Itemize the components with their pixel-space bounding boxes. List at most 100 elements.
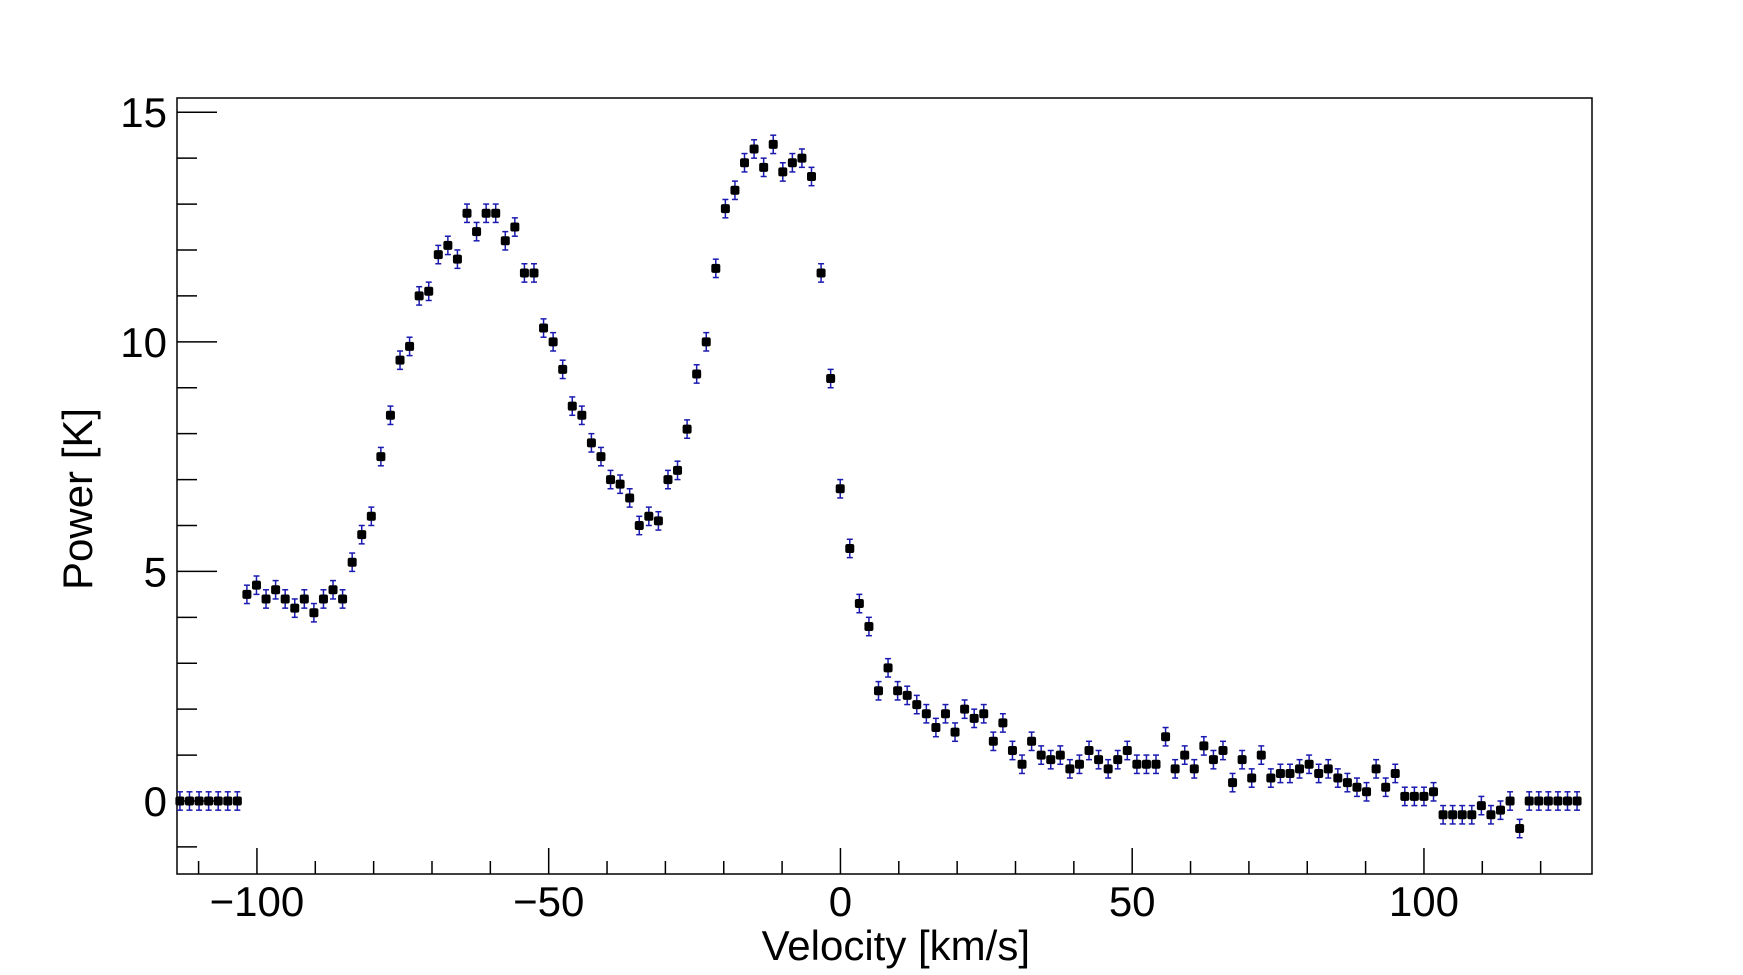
data-point: [194, 796, 204, 806]
data-point: [864, 622, 874, 632]
data-point: [1113, 755, 1123, 765]
data-point: [998, 718, 1008, 728]
data-point: [414, 291, 424, 301]
data-point: [730, 185, 740, 195]
data-point: [385, 410, 395, 420]
x-tick-label: 50: [1109, 878, 1156, 925]
data-point: [1515, 824, 1525, 834]
data-point: [175, 796, 185, 806]
data-point: [1381, 782, 1391, 792]
data-point: [1208, 755, 1218, 765]
data-point: [634, 520, 644, 530]
data-point: [1285, 768, 1295, 778]
data-point: [1323, 764, 1333, 774]
data-point: [873, 686, 883, 696]
data-point: [472, 227, 482, 237]
data-point: [443, 240, 453, 250]
data-point: [376, 452, 386, 462]
data-point: [701, 337, 711, 347]
data-point: [290, 603, 300, 613]
data-point: [1046, 755, 1056, 765]
data-point: [1094, 755, 1104, 765]
data-point: [1457, 810, 1467, 820]
data-point: [1429, 787, 1439, 797]
data-point: [682, 424, 692, 434]
data-point: [902, 690, 912, 700]
data-point: [663, 475, 673, 485]
data-point: [309, 608, 319, 618]
data-point: [1228, 778, 1238, 788]
data-point: [912, 700, 922, 710]
data-point: [539, 323, 549, 333]
data-point: [1390, 768, 1400, 778]
data-point: [778, 167, 788, 177]
y-tick-label: 0: [144, 778, 167, 825]
data-point: [950, 727, 960, 737]
data-point: [1132, 759, 1142, 769]
data-point: [261, 594, 271, 604]
data-point: [921, 709, 931, 719]
data-point: [749, 144, 759, 154]
data-point: [558, 364, 568, 374]
data-point: [807, 172, 817, 182]
data-point: [1237, 755, 1247, 765]
data-point: [548, 337, 558, 347]
data-point: [1314, 768, 1324, 778]
data-point: [615, 479, 625, 489]
data-point: [711, 263, 721, 273]
data-point: [883, 663, 893, 673]
data-point: [1017, 759, 1027, 769]
data-point: [318, 594, 328, 604]
data-point: [606, 475, 616, 485]
data-point: [204, 796, 214, 806]
y-tick-label: 15: [120, 89, 167, 136]
data-point: [519, 268, 529, 278]
data-point: [1438, 810, 1448, 820]
x-tick-label: −100: [210, 878, 305, 925]
data-point: [433, 250, 443, 260]
data-point: [1448, 810, 1458, 820]
data-point: [1247, 773, 1257, 783]
data-point: [1543, 796, 1553, 806]
data-point: [232, 796, 242, 806]
data-point: [1362, 787, 1372, 797]
data-point: [625, 493, 635, 503]
data-point: [854, 599, 864, 609]
data-point: [940, 709, 950, 719]
data-point: [759, 162, 769, 172]
data-point: [1141, 759, 1151, 769]
data-point: [462, 208, 472, 218]
data-point: [692, 369, 702, 379]
data-point: [1256, 750, 1266, 760]
data-point: [1333, 773, 1343, 783]
data-point: [184, 796, 194, 806]
data-point: [357, 530, 367, 540]
data-point: [1304, 759, 1314, 769]
x-tick-label: 0: [829, 878, 852, 925]
data-point: [395, 355, 405, 365]
data-point: [1055, 750, 1065, 760]
data-point: [271, 585, 281, 595]
data-point: [1486, 810, 1496, 820]
data-point: [424, 286, 434, 296]
data-point: [213, 796, 223, 806]
data-point: [328, 585, 338, 595]
data-point: [826, 374, 836, 384]
data-point: [1218, 745, 1228, 755]
data-point: [653, 516, 663, 526]
data-point: [797, 153, 807, 163]
data-point: [405, 341, 415, 351]
data-point: [1467, 810, 1477, 820]
data-point: [1275, 768, 1285, 778]
data-point: [1036, 750, 1046, 760]
data-point: [347, 557, 357, 567]
data-point: [481, 208, 491, 218]
data-point: [1534, 796, 1544, 806]
y-tick-label: 5: [144, 548, 167, 595]
data-point: [644, 511, 654, 521]
data-point: [586, 438, 596, 448]
data-point: [1103, 764, 1113, 774]
data-point: [1295, 764, 1305, 774]
data-point: [1572, 796, 1582, 806]
